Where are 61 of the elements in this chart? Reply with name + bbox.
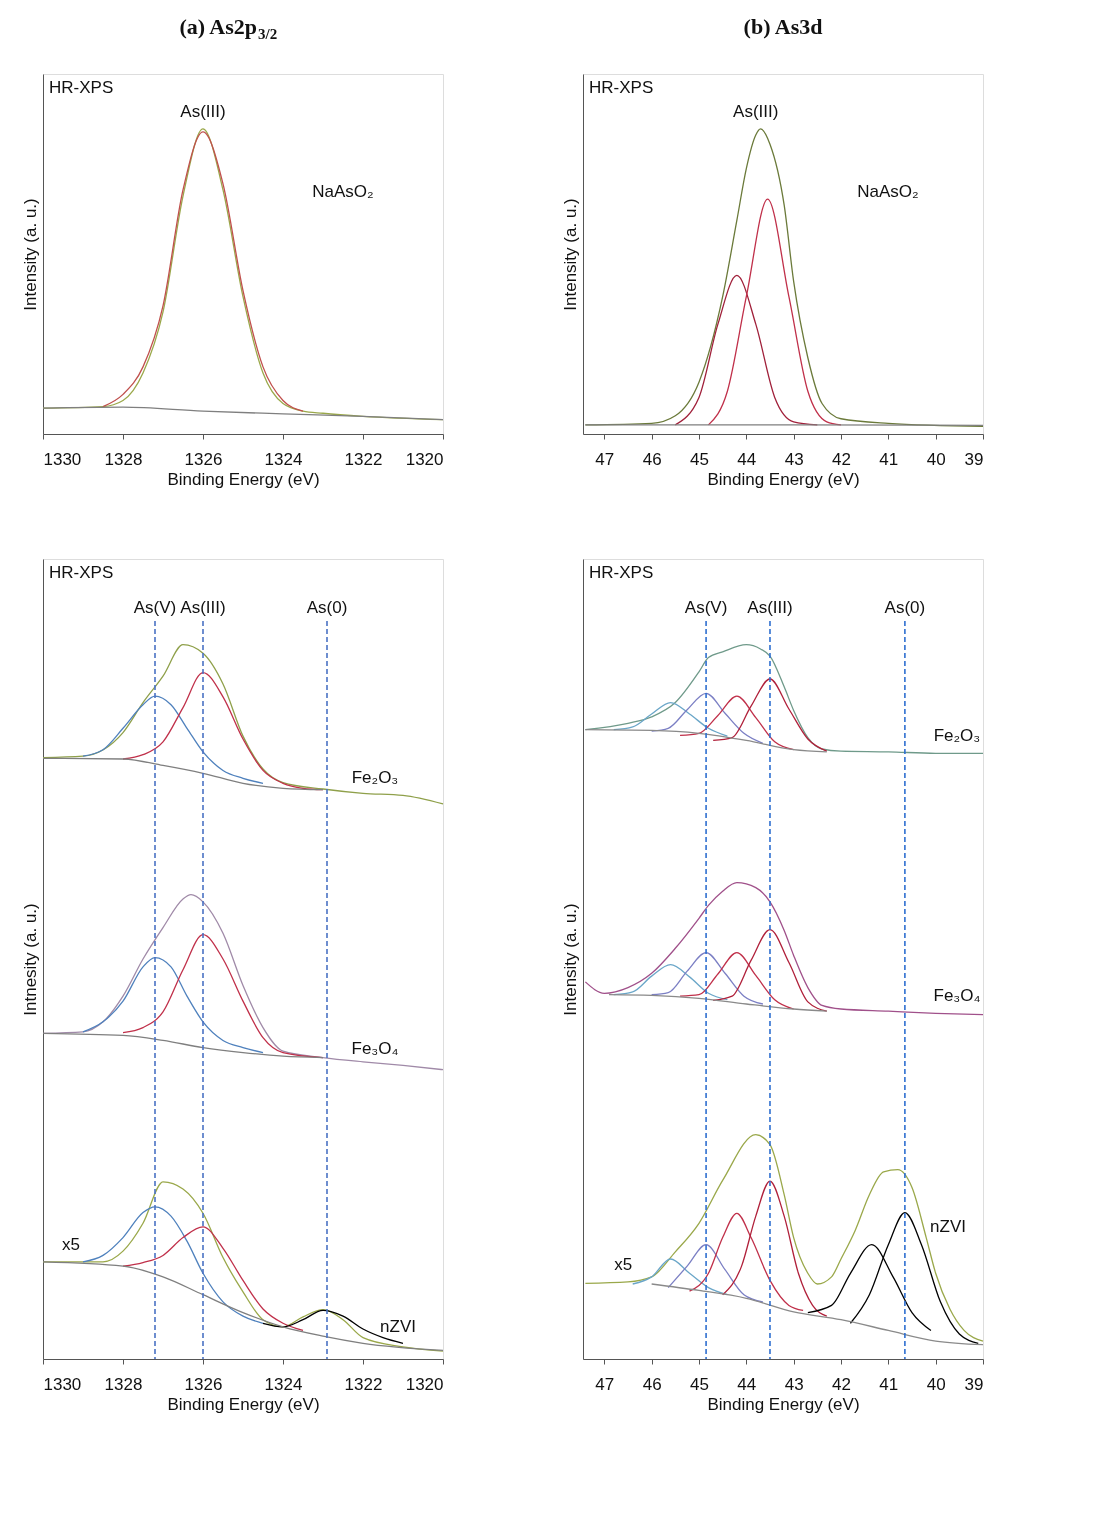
annotation: Fe₂O₃ (933, 726, 981, 746)
annotation: NaAsO₂ (857, 182, 919, 201)
x-tick-label: 40 (926, 1374, 946, 1394)
annotation: nZVI (380, 1317, 416, 1336)
x-tick-label: 1324 (264, 1374, 303, 1394)
x-tick-label: 1320 (405, 1374, 444, 1394)
ref-line-label: As(V) (684, 598, 728, 617)
annotation: Fe₃O₄ (351, 1039, 399, 1059)
annotation: x5 (614, 1254, 633, 1274)
x-tick-label: 43 (784, 449, 804, 469)
x-tick-label: 45 (690, 1374, 709, 1394)
chart-title: (b) As3d (743, 14, 823, 39)
y-axis-title: Intnesity (a. u.) (20, 903, 40, 1016)
x-tick-label: 1322 (344, 1374, 383, 1394)
x-tick-label: 41 (879, 449, 899, 469)
annotation: NaAsO₂ (312, 182, 374, 201)
x-tick-label: 43 (784, 1374, 804, 1394)
annotation: x5 (62, 1234, 80, 1254)
ref-line-label: As(III) (747, 598, 793, 617)
x-tick-label: 39 (964, 1374, 984, 1394)
x-tick-label: 44 (737, 1374, 757, 1394)
x-tick-label: 40 (926, 449, 946, 469)
x-tick-label: 1320 (405, 449, 444, 469)
x-tick-label: 42 (832, 1374, 851, 1394)
x-tick-label: 46 (642, 1374, 662, 1394)
x-axis-title: Binding Energy (eV) (707, 1394, 860, 1414)
x-tick-label: 47 (595, 1374, 615, 1394)
y-axis-title: Intensity (a. u.) (20, 198, 40, 311)
annotation: As(III) (733, 101, 779, 121)
x-tick-label: 45 (690, 449, 709, 469)
annotation: As(III) (180, 101, 226, 121)
x-tick-label: 1330 (43, 1374, 82, 1394)
y-axis-title: Intensity (a. u.) (560, 903, 580, 1016)
annotation: Fe₂O₃ (351, 767, 399, 787)
x-tick-label: 1324 (264, 449, 303, 469)
ref-line-label: As(0) (884, 598, 926, 617)
x-axis-title: Binding Energy (eV) (167, 469, 320, 489)
x-tick-label: 39 (964, 449, 984, 469)
x-tick-label: 42 (832, 449, 851, 469)
x-tick-label: 46 (642, 449, 662, 469)
x-tick-label: 1326 (184, 449, 223, 469)
x-tick-label: 1330 (43, 449, 82, 469)
text: HR-XPS (49, 78, 114, 97)
y-axis-title: Intensity (a. u.) (560, 198, 580, 311)
ref-line-label: As(III) (180, 598, 226, 617)
text: HR-XPS (589, 563, 654, 582)
x-axis-title: Binding Energy (eV) (707, 469, 860, 489)
text: HR-XPS (589, 78, 654, 97)
text: HR-XPS (49, 563, 114, 582)
x-tick-label: 41 (879, 1374, 899, 1394)
x-tick-label: 44 (737, 449, 757, 469)
x-axis-title: Binding Energy (eV) (167, 1394, 320, 1414)
x-tick-label: 47 (595, 449, 615, 469)
x-tick-label: 1326 (184, 1374, 223, 1394)
x-tick-label: 1328 (104, 1374, 143, 1394)
annotation: nZVI (930, 1217, 966, 1236)
annotation: Fe₃O₄ (933, 986, 981, 1006)
x-tick-label: 1322 (344, 449, 383, 469)
ref-line-label: As(V) (133, 598, 177, 617)
x-tick-label: 1328 (104, 449, 143, 469)
ref-line-label: As(0) (306, 598, 348, 617)
